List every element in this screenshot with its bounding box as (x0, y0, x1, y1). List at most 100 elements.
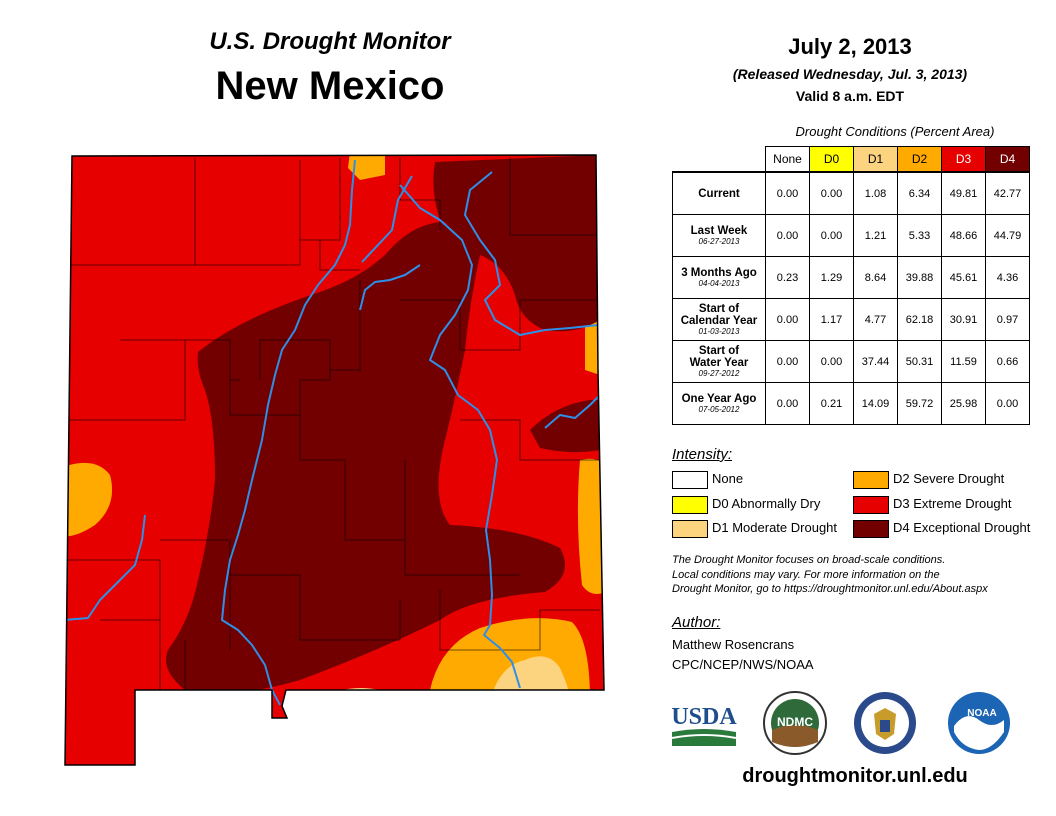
d2-area-east (585, 315, 600, 375)
legend-title: Intensity: (672, 446, 733, 463)
row-label: 3 Months Ago 04-04-2013 (672, 256, 766, 299)
note-line: Local conditions may vary. For more info… (672, 568, 940, 581)
east-tributary (544, 394, 601, 429)
table-cell: 11.59 (941, 340, 986, 383)
table-cell: 0.00 (765, 298, 810, 341)
table-cell: 48.66 (941, 214, 986, 257)
table-cell: 39.88 (897, 256, 942, 299)
usda-logo: USDA (671, 704, 737, 746)
ndmc-logo: NDMC (763, 691, 827, 755)
pecos-river (399, 184, 521, 689)
legend-swatch (672, 495, 708, 514)
table-cell: 1.29 (809, 256, 854, 299)
row-label: One Year Ago 07-05-2012 (672, 382, 766, 425)
table-cell: 50.31 (897, 340, 942, 383)
canadian-river (464, 171, 599, 336)
legend-swatch (672, 519, 708, 538)
svg-text:NDMC: NDMC (777, 715, 813, 729)
d2-area-north (348, 155, 385, 180)
table-row: Start of Water Year 09-27-2012 0.00 0.00 3… (672, 340, 1030, 383)
table-cell: 0.66 (985, 340, 1030, 383)
d2-area-west (65, 462, 113, 537)
map-subtitle: U.S. Drought Monitor (209, 28, 451, 55)
monitor-note: The Drought Monitor focuses on broad-sca… (672, 553, 1042, 597)
drought-conditions-table: None D0 D1 D2 D3 D4 Current 0.00 0.00 1.… (672, 146, 1030, 425)
d4-area-east (530, 400, 600, 453)
table-cell: 0.00 (809, 340, 854, 383)
table-cell: 0.00 (765, 171, 810, 215)
table-cell: 0.00 (765, 382, 810, 425)
release-date: July 2, 2013 (788, 34, 912, 59)
table-row: 3 Months Ago 04-04-2013 0.23 1.29 8.64 39… (672, 256, 1030, 299)
row-label: Last Week 06-27-2013 (672, 214, 766, 257)
gila-river (65, 514, 146, 621)
table-row: Current 0.00 0.00 1.08 6.34 49.81 42.77 (672, 171, 1030, 215)
table-cell: 0.00 (809, 214, 854, 257)
table-cell: 0.00 (809, 171, 854, 215)
table-row: Last Week 06-27-2013 0.00 0.00 1.21 5.33 … (672, 214, 1030, 257)
d1-area-south (490, 656, 570, 700)
table-cell: 4.36 (985, 256, 1030, 299)
legend-item-d4: D4 Exceptional Drought (853, 519, 1030, 539)
col-d2-header: D2 (897, 146, 942, 173)
released-note: (Released Wednesday, Jul. 3, 2013) (732, 66, 968, 82)
table-cell: 49.81 (941, 171, 986, 215)
table-cell: 44.79 (985, 214, 1030, 257)
legend-item-none: None (672, 470, 743, 490)
table-cell: 0.00 (985, 382, 1030, 425)
table-row: Start of Calendar Year 01-03-2013 0.00 1.1… (672, 298, 1030, 341)
legend-item-d2: D2 Severe Drought (853, 470, 1004, 490)
table-header-row: None D0 D1 D2 D3 D4 (673, 146, 1030, 173)
map-title: New Mexico (215, 64, 445, 108)
legend-item-d1: D1 Moderate Drought (672, 519, 837, 539)
row-label: Start of Calendar Year 01-03-2013 (672, 298, 766, 341)
col-d4-header: D4 (985, 146, 1030, 173)
table-cell: 1.17 (809, 298, 854, 341)
table-cell: 42.77 (985, 171, 1030, 215)
legend-item-d3: D3 Extreme Drought (853, 495, 1012, 515)
table-cell: 1.21 (853, 214, 898, 257)
table-cell: 1.08 (853, 171, 898, 215)
table-cell: 8.64 (853, 256, 898, 299)
rivers (65, 159, 601, 706)
table-cell: 62.18 (897, 298, 942, 341)
col-d1-header: D1 (853, 146, 898, 173)
state-border (64, 154, 605, 766)
svg-text:NOAA: NOAA (967, 708, 996, 719)
county-lines (68, 158, 600, 690)
table-cell: 5.33 (897, 214, 942, 257)
author-title: Author: (672, 614, 721, 631)
northern-stream (361, 175, 413, 263)
legend-swatch (853, 495, 889, 514)
table-cell: 25.98 (941, 382, 986, 425)
author-org: CPC/NCEP/NWS/NOAA (672, 657, 814, 672)
table-cell: 0.23 (765, 256, 810, 299)
new-mexico-drought-map (64, 154, 605, 766)
table-cell: 59.72 (897, 382, 942, 425)
legend-swatch (672, 470, 708, 489)
san-juan-tributary (359, 264, 421, 311)
table-cell: 6.34 (897, 171, 942, 215)
svg-text:USDA: USDA (671, 704, 737, 730)
legend-swatch (853, 519, 889, 538)
table-caption: Drought Conditions (Percent Area) (795, 124, 995, 139)
table-row: One Year Ago 07-05-2012 0.00 0.21 14.09 5… (672, 382, 1030, 425)
table-cell: 37.44 (853, 340, 898, 383)
table-cell: 0.97 (985, 298, 1030, 341)
col-d0-header: D0 (809, 146, 854, 173)
noaa-logo: NOAA (948, 692, 1010, 754)
table-cell: 14.09 (853, 382, 898, 425)
row-label: Start of Water Year 09-27-2012 (672, 340, 766, 383)
d2-area-east2 (577, 458, 604, 594)
author-name: Matthew Rosencrans (672, 637, 795, 652)
website-url[interactable]: droughtmonitor.unl.edu (742, 765, 968, 787)
table-cell: 0.00 (765, 214, 810, 257)
valid-time: Valid 8 a.m. EDT (795, 88, 905, 104)
row-label: Current (672, 171, 766, 215)
legend-swatch (853, 470, 889, 489)
note-line: Drought Monitor, go to https://droughtmo… (672, 583, 988, 595)
table-cell: 0.21 (809, 382, 854, 425)
table-corner (673, 147, 766, 173)
table-cell: 45.61 (941, 256, 986, 299)
col-none-header: None (765, 146, 810, 173)
